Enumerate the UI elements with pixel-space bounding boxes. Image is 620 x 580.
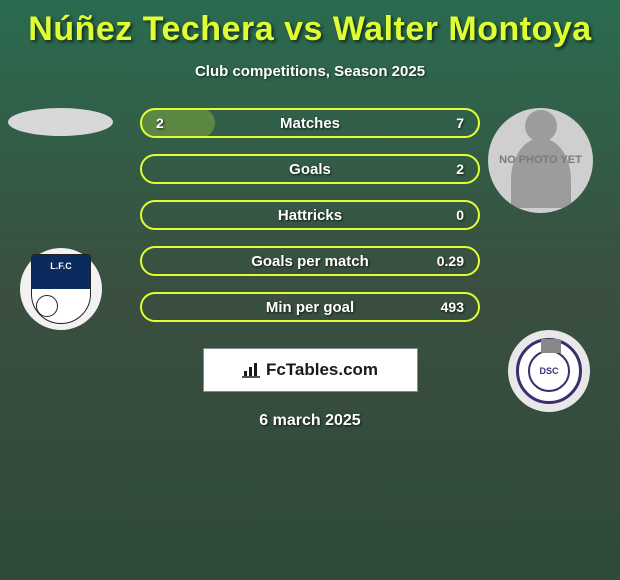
- stat-row: Min per goal 493: [0, 292, 620, 326]
- stat-pill-gpm: Goals per match 0.29: [140, 246, 480, 276]
- brand-label: FcTables.com: [266, 360, 378, 380]
- stat-row: Hattricks 0: [0, 200, 620, 234]
- date-label: 6 march 2025: [0, 412, 620, 430]
- stat-label: Min per goal: [142, 299, 478, 316]
- stat-pill-goals: Goals 2: [140, 154, 480, 184]
- stat-row: Goals per match 0.29: [0, 246, 620, 280]
- stat-right-value: 7: [456, 115, 464, 131]
- stat-right-value: 493: [441, 299, 464, 315]
- shield-icon: DSC: [516, 338, 582, 404]
- stat-row: 2 Matches 7: [0, 108, 620, 142]
- stat-label: Hattricks: [142, 207, 478, 224]
- page-subtitle: Club competitions, Season 2025: [0, 63, 620, 80]
- stat-pill-hattricks: Hattricks 0: [140, 200, 480, 230]
- stat-right-value: 2: [456, 161, 464, 177]
- stats-area: NO PHOTO YET DSC 2 Matches 7 Goals 2 Hat…: [0, 108, 620, 326]
- brand-box[interactable]: FcTables.com: [203, 348, 418, 392]
- stat-label: Goals: [142, 161, 478, 178]
- stat-pill-mpg: Min per goal 493: [140, 292, 480, 322]
- stat-right-value: 0.29: [437, 253, 464, 269]
- stat-label: Goals per match: [142, 253, 478, 270]
- stat-label: Matches: [142, 115, 478, 132]
- stat-row: Goals 2: [0, 154, 620, 188]
- stat-right-value: 0: [456, 207, 464, 223]
- club-code-label: DSC: [528, 350, 570, 392]
- stat-pill-matches: 2 Matches 7: [140, 108, 480, 138]
- chart-icon: [242, 362, 260, 378]
- page-title: Núñez Techera vs Walter Montoya: [0, 0, 620, 49]
- player-right-club-badge: DSC: [508, 330, 590, 412]
